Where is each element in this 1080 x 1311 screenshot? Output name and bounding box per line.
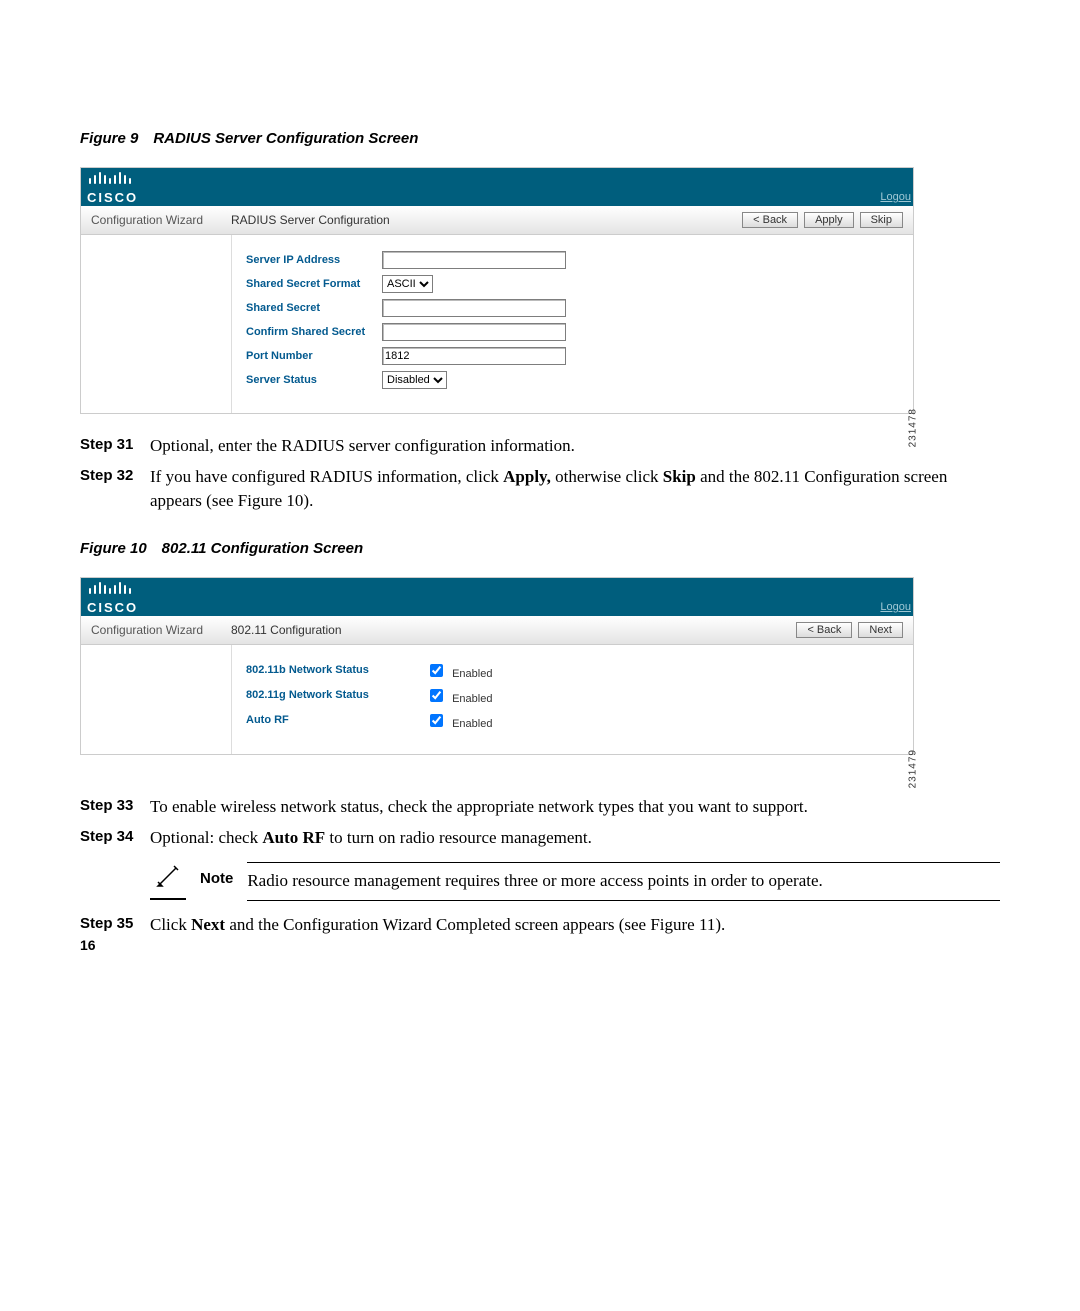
shared-secret-format-label: Shared Secret Format xyxy=(246,278,382,290)
step-33-text: To enable wireless network status, check… xyxy=(150,795,1000,820)
80211b-status-value: Enabled xyxy=(452,668,492,680)
note-text: Radio resource management requires three… xyxy=(247,862,1000,901)
step-34-label: Step 34 xyxy=(80,826,150,851)
next-button[interactable]: Next xyxy=(858,622,903,638)
server-status-select[interactable]: Disabled xyxy=(382,371,447,389)
auto-rf-value: Enabled xyxy=(452,718,492,730)
server-ip-label: Server IP Address xyxy=(246,254,382,266)
80211b-status-checkbox[interactable] xyxy=(430,664,443,677)
step-32-label: Step 32 xyxy=(80,465,150,514)
auto-rf-label: Auto RF xyxy=(246,714,426,726)
page-number: 16 xyxy=(80,937,96,953)
wizard-bar: Configuration Wizard RADIUS Server Confi… xyxy=(81,206,913,235)
confirm-shared-label: Confirm Shared Secret xyxy=(246,326,382,338)
skip-button[interactable]: Skip xyxy=(860,212,903,228)
wizard-left-label: Configuration Wizard xyxy=(91,623,231,637)
step-33-label: Step 33 xyxy=(80,795,150,820)
cisco-brand-text: CISCO xyxy=(87,191,138,204)
80211g-status-checkbox[interactable] xyxy=(430,689,443,702)
step-32-text: If you have configured RADIUS informatio… xyxy=(150,465,1000,514)
server-ip-input[interactable] xyxy=(382,251,566,269)
cisco-logo-icon xyxy=(87,580,135,596)
step-31-text: Optional, enter the RADIUS server config… xyxy=(150,434,1000,459)
shared-secret-input[interactable] xyxy=(382,299,566,317)
figure-10-side-number: 231479 xyxy=(907,749,918,788)
step-34-text: Optional: check Auto RF to turn on radio… xyxy=(150,826,1000,851)
wizard-left-label: Configuration Wizard xyxy=(91,213,231,227)
figure-10-screenshot: CISCO Logou Configuration Wizard 802.11 … xyxy=(80,577,914,755)
shared-secret-label: Shared Secret xyxy=(246,302,382,314)
figure-9-screenshot: CISCO Logou Configuration Wizard RADIUS … xyxy=(80,167,914,414)
80211b-status-label: 802.11b Network Status xyxy=(246,664,426,676)
note-label: Note xyxy=(200,862,233,890)
80211g-status-value: Enabled xyxy=(452,693,492,705)
figure-9-caption: Figure 9 RADIUS Server Configuration Scr… xyxy=(80,130,1000,147)
step-31-label: Step 31 xyxy=(80,434,150,459)
figure-9-side-number: 231478 xyxy=(907,408,918,447)
note-icon xyxy=(150,862,186,900)
server-status-label: Server Status xyxy=(246,374,382,386)
confirm-shared-input[interactable] xyxy=(382,323,566,341)
cisco-brand-text: CISCO xyxy=(87,601,138,614)
cisco-header: CISCO Logou xyxy=(81,168,913,206)
figure-10-caption: Figure 10 802.11 Configuration Screen xyxy=(80,540,1000,557)
logout-link[interactable]: Logou xyxy=(880,601,911,613)
port-number-input[interactable] xyxy=(382,347,566,365)
cisco-logo-icon xyxy=(87,170,135,186)
80211g-status-label: 802.11g Network Status xyxy=(246,689,426,701)
wizard-title: RADIUS Server Configuration xyxy=(231,213,742,227)
port-number-label: Port Number xyxy=(246,350,382,362)
step-35-label: Step 35 xyxy=(80,913,150,938)
logout-link[interactable]: Logou xyxy=(880,191,911,203)
apply-button[interactable]: Apply xyxy=(804,212,854,228)
step-35-text: Click Next and the Configuration Wizard … xyxy=(150,913,1000,938)
auto-rf-checkbox[interactable] xyxy=(430,714,443,727)
back-button[interactable]: < Back xyxy=(796,622,852,638)
shared-secret-format-select[interactable]: ASCII xyxy=(382,275,433,293)
wizard-title: 802.11 Configuration xyxy=(231,623,796,637)
back-button[interactable]: < Back xyxy=(742,212,798,228)
